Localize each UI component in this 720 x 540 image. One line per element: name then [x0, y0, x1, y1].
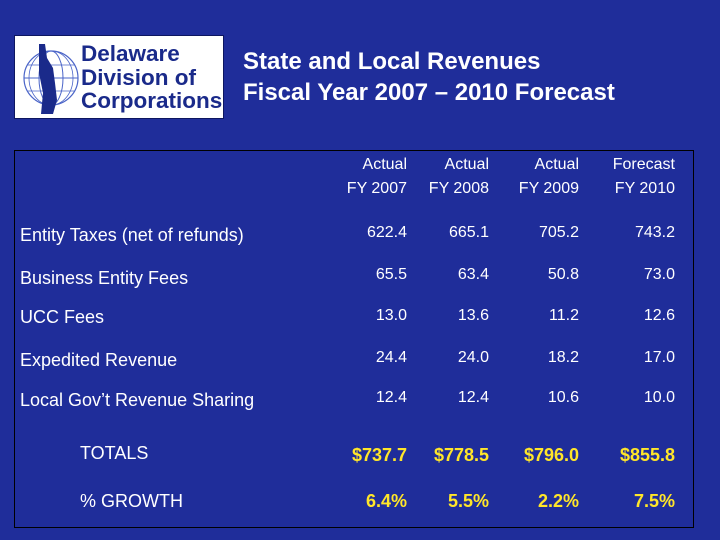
growth-cell: 2.2% [537, 491, 579, 511]
row-label: Business Entity Fees [20, 268, 189, 288]
totals-cell: $796.0 [523, 445, 579, 465]
column-header-line-1: Forecast [612, 156, 675, 173]
table-cell: 11.2 [549, 307, 579, 324]
table-cell: 12.4 [457, 389, 489, 406]
column-header-line-1: Actual [534, 156, 579, 173]
table-cell: 12.6 [643, 307, 675, 324]
table-cell: 18.2 [547, 349, 579, 366]
table-cell: 743.2 [634, 224, 675, 241]
row-label: Expedited Revenue [20, 350, 178, 370]
column-header-line-2: FY 2007 [346, 180, 407, 197]
revenue-table-border [14, 150, 694, 528]
table-cell: 13.6 [457, 307, 489, 324]
column-header-line-1: Actual [444, 156, 489, 173]
logo-line-3: Corporations [81, 88, 223, 113]
column-header: Actual FY 2007 [347, 153, 407, 201]
table-cell: 665.1 [448, 224, 489, 241]
title-line-1: State and Local Revenues [243, 48, 541, 75]
row-label: Entity Taxes (net of refunds) [20, 225, 244, 245]
table-cell: 13.0 [375, 307, 407, 324]
logo: Delaware Division of Corporations [14, 35, 224, 119]
table-cell: 73.0 [643, 266, 675, 283]
growth-cell: 7.5% [633, 491, 675, 511]
table-cell: 65.5 [375, 266, 407, 283]
delaware-globe-icon [23, 44, 79, 114]
totals-cell: $855.8 [619, 445, 675, 465]
logo-line-1: Delaware [81, 41, 180, 66]
table-cell: 24.4 [375, 349, 407, 366]
column-header: Actual FY 2008 [429, 153, 489, 201]
table-cell: 17.0 [643, 349, 675, 366]
logo-line-2: Division of [81, 64, 197, 90]
growth-label: % GROWTH [80, 491, 183, 511]
column-header-line-2: FY 2009 [518, 180, 579, 197]
table-cell: 63.4 [457, 266, 489, 283]
table-cell: 12.4 [375, 389, 407, 406]
column-header-line-2: FY 2010 [614, 180, 675, 197]
row-label: UCC Fees [20, 307, 105, 327]
logo-text: Delaware Division of Corporations [81, 42, 222, 113]
table-cell: 10.6 [547, 389, 579, 406]
column-header: Actual FY 2009 [519, 153, 579, 201]
column-header-line-1: Actual [362, 156, 407, 173]
row-label: Local Gov’t Revenue Sharing [20, 390, 255, 410]
table-cell: 705.2 [538, 224, 579, 241]
column-header-line-2: FY 2008 [428, 180, 489, 197]
table-cell: 24.0 [457, 349, 489, 366]
growth-cell: 6.4% [365, 491, 407, 511]
column-header: Forecast FY 2010 [613, 153, 675, 201]
title-line-2: Fiscal Year 2007 – 2010 Forecast [243, 79, 615, 106]
growth-cell: 5.5% [447, 491, 489, 511]
page-title: State and Local Revenues Fiscal Year 200… [243, 46, 615, 108]
table-cell: 622.4 [366, 224, 407, 241]
totals-cell: $737.7 [351, 445, 407, 465]
table-cell: 10.0 [643, 389, 675, 406]
table-cell: 50.8 [547, 266, 579, 283]
totals-label: TOTALS [80, 443, 149, 463]
totals-cell: $778.5 [433, 445, 489, 465]
